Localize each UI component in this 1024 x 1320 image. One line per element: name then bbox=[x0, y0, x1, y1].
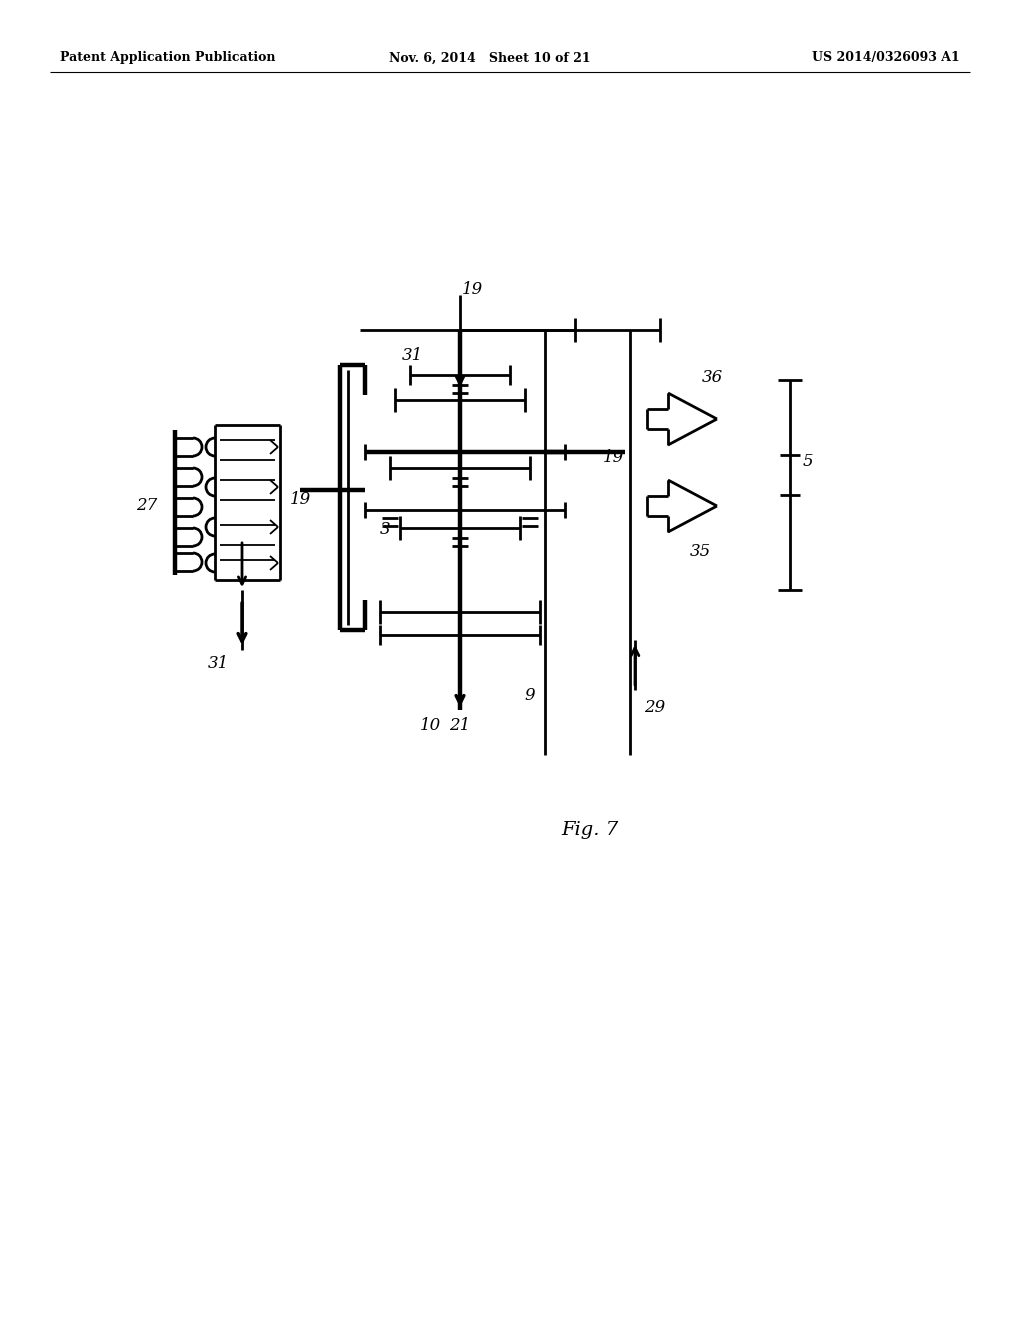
Text: 31: 31 bbox=[208, 655, 228, 672]
Text: 10: 10 bbox=[420, 717, 440, 734]
Text: 9: 9 bbox=[524, 686, 536, 704]
Text: 31: 31 bbox=[401, 346, 423, 363]
Text: 36: 36 bbox=[701, 370, 723, 387]
Text: 27: 27 bbox=[136, 496, 158, 513]
Text: US 2014/0326093 A1: US 2014/0326093 A1 bbox=[812, 51, 961, 65]
Text: 19: 19 bbox=[290, 491, 310, 508]
Text: Nov. 6, 2014   Sheet 10 of 21: Nov. 6, 2014 Sheet 10 of 21 bbox=[389, 51, 591, 65]
Text: 35: 35 bbox=[689, 544, 711, 561]
Text: 19: 19 bbox=[602, 449, 624, 466]
Text: 29: 29 bbox=[644, 700, 666, 717]
Text: 3: 3 bbox=[380, 521, 390, 539]
Text: Patent Application Publication: Patent Application Publication bbox=[60, 51, 275, 65]
Text: 5: 5 bbox=[803, 454, 813, 470]
Text: 19: 19 bbox=[462, 281, 482, 298]
Text: 21: 21 bbox=[450, 717, 471, 734]
Text: Fig. 7: Fig. 7 bbox=[561, 821, 618, 840]
